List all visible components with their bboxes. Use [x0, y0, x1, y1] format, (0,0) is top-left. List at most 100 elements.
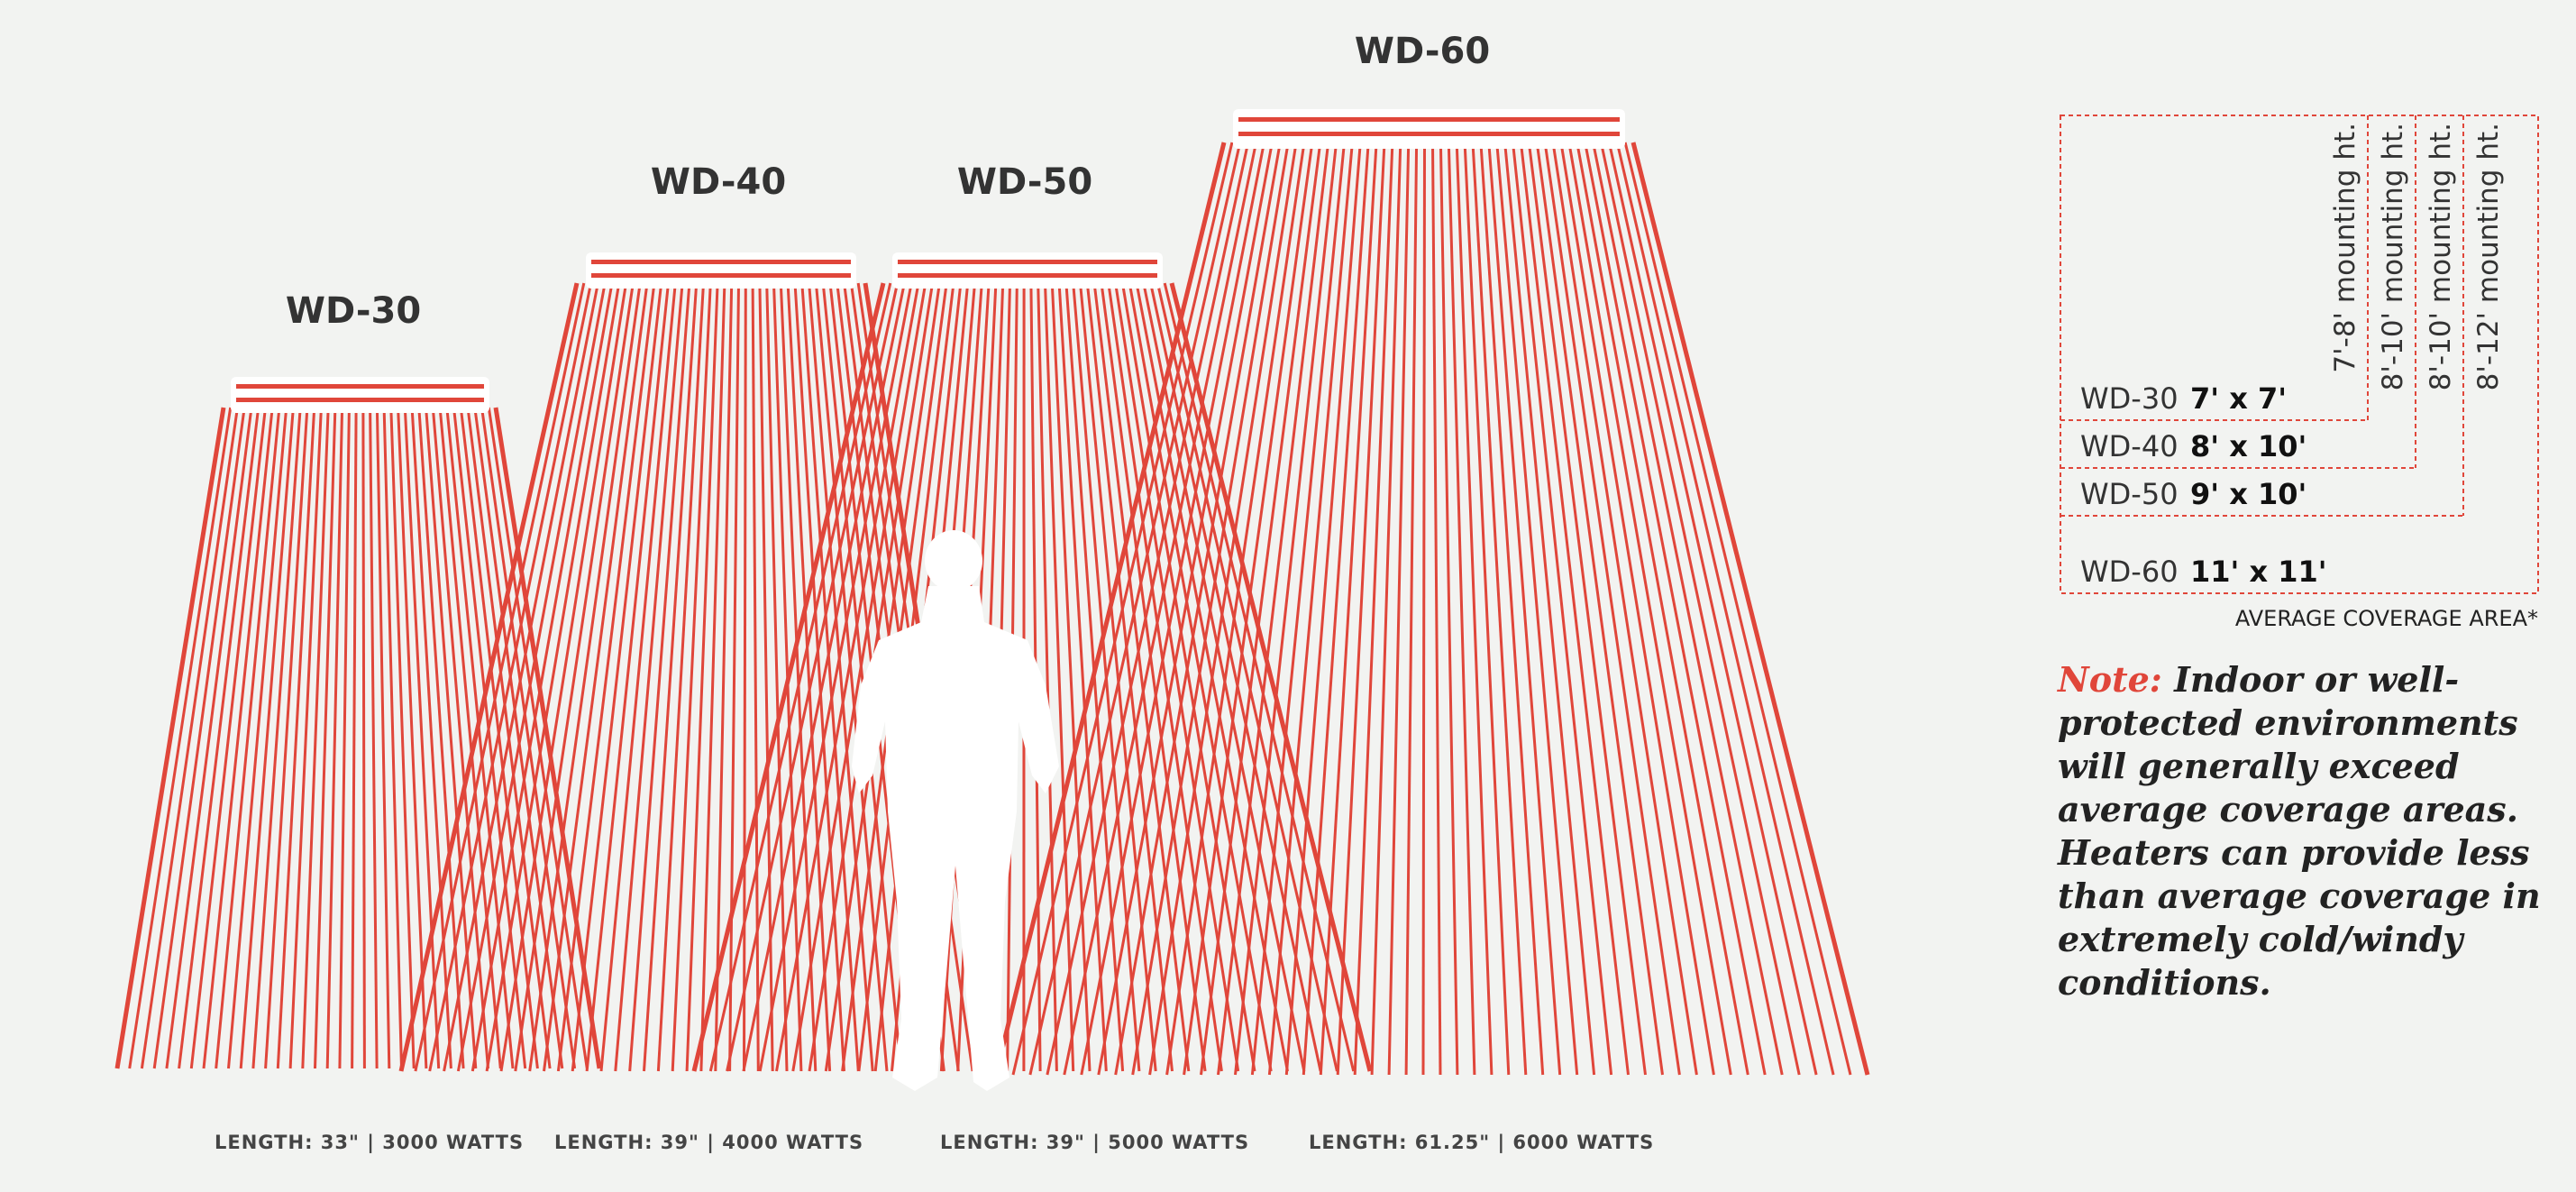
heat-ray: [414, 282, 586, 1072]
heat-ray: [775, 282, 920, 1072]
heat-ray: [751, 282, 760, 1072]
heat-ray: [1120, 282, 1256, 1072]
heat-ray: [227, 407, 288, 1069]
heat-ray: [369, 407, 379, 1069]
note-text: Indoor or well-protected environments wi…: [2058, 659, 2541, 1003]
mounting-height-wd-40: 8'-10' mounting ht.: [2377, 123, 2409, 390]
heat-ray: [456, 282, 607, 1072]
heat-ray: [165, 407, 253, 1069]
heat-ray: [239, 407, 295, 1069]
legend-model-wd-30: WD-30: [2080, 381, 2179, 416]
rays-wd-60: [993, 142, 1870, 1076]
heat-ray: [1431, 142, 1442, 1076]
heat-ray: [215, 407, 281, 1069]
heat-ray: [1421, 142, 1426, 1076]
heat-ray: [470, 282, 614, 1072]
heat-ray: [178, 407, 260, 1069]
legend-model-wd-40: WD-40: [2080, 429, 2179, 463]
heat-ray: [314, 407, 337, 1069]
heat-ray: [1439, 142, 1459, 1076]
heat-ray: [1142, 282, 1306, 1072]
heat-ray: [1046, 142, 1250, 1076]
heat-ray: [1169, 282, 1373, 1072]
heat-ray: [417, 407, 465, 1069]
heat-ray: [786, 282, 832, 1072]
heat-ray: [1085, 282, 1174, 1072]
heat-ray: [114, 407, 226, 1069]
heat-ray: [543, 282, 649, 1072]
heat-ray: [410, 407, 452, 1069]
heat-ray: [301, 407, 330, 1069]
mounting-height-wd-50: 8'-10' mounting ht.: [2425, 123, 2457, 390]
heat-ray: [1503, 142, 1596, 1076]
heat-ray: [397, 407, 428, 1069]
heat-ray: [585, 282, 670, 1072]
heat-ray: [728, 282, 740, 1072]
heat-ray: [765, 282, 789, 1072]
heat-ray: [1011, 142, 1234, 1076]
heat-ray: [1097, 142, 1274, 1076]
heat-ray: [403, 407, 441, 1069]
heat-ray: [800, 282, 860, 1072]
heat-ray: [1163, 282, 1356, 1072]
heat-ray: [993, 142, 1227, 1076]
heat-ray: [1057, 282, 1108, 1072]
heater-wd-40: [586, 252, 856, 289]
heat-ray: [1079, 282, 1157, 1072]
heat-ray: [1447, 142, 1476, 1076]
heat-ray: [671, 282, 712, 1072]
heat-ray: [1200, 142, 1322, 1076]
heat-ray: [361, 407, 366, 1069]
heat-ray: [1156, 282, 1338, 1072]
heat-ray: [1092, 282, 1191, 1072]
heat-ray: [1267, 142, 1354, 1076]
heat-ray: [514, 282, 635, 1072]
spec-label-wd-30: LENGTH: 33" | 3000 WATTS: [215, 1132, 524, 1154]
heat-ray: [1495, 142, 1579, 1076]
mounting-height-wd-30: 7'-8' mounting ht.: [2329, 123, 2361, 373]
heat-ray: [758, 282, 913, 1072]
coverage-note: Note: Indoor or well-protected environme…: [2058, 658, 2544, 1004]
heat-ray: [1050, 282, 1092, 1072]
heat-ray: [1353, 142, 1394, 1076]
spec-label-wd-50: LENGTH: 39" | 5000 WATTS: [940, 1132, 1249, 1154]
heat-ray: [1063, 142, 1258, 1076]
heat-ray: [264, 407, 309, 1069]
model-title-wd-30: WD-30: [286, 290, 421, 332]
heat-ray: [189, 407, 267, 1069]
legend-size-wd-30: 7' x 7': [2190, 381, 2287, 416]
heat-ray: [276, 407, 316, 1069]
heat-ray: [726, 282, 900, 1072]
heat-ray: [445, 407, 515, 1069]
heat-ray: [1584, 142, 1767, 1076]
heat-ray: [1471, 142, 1528, 1076]
heat-ray: [443, 282, 599, 1072]
heat-ray: [1592, 142, 1784, 1076]
legend-size-wd-60: 11' x 11': [2190, 555, 2327, 589]
heat-ray: [691, 282, 886, 1072]
note-label: Note:: [2058, 659, 2162, 700]
heat-ray: [499, 282, 628, 1072]
heat-ray: [628, 282, 691, 1072]
legend-caption: AVERAGE COVERAGE AREA*: [2235, 606, 2538, 631]
heat-ray: [1535, 142, 1664, 1076]
heat-ray: [487, 407, 589, 1069]
legend-size-wd-50: 9' x 10': [2190, 477, 2307, 511]
heat-ray: [1567, 142, 1732, 1076]
heat-ray: [743, 282, 747, 1072]
heat-ray: [1165, 142, 1306, 1076]
heat-ray: [1336, 142, 1386, 1076]
heat-ray: [708, 282, 892, 1072]
heat-ray: [325, 407, 344, 1069]
heat-ray: [1183, 142, 1314, 1076]
model-title-wd-50: WD-50: [957, 161, 1092, 203]
heat-ray: [1543, 142, 1681, 1076]
heat-ray: [1512, 142, 1613, 1076]
heat-ray: [742, 282, 906, 1072]
heat-ray: [699, 282, 726, 1072]
heat-ray: [485, 282, 621, 1072]
heat-ray: [1217, 142, 1330, 1076]
heat-ray: [1455, 142, 1494, 1076]
legend-model-wd-50: WD-50: [2080, 477, 2179, 511]
